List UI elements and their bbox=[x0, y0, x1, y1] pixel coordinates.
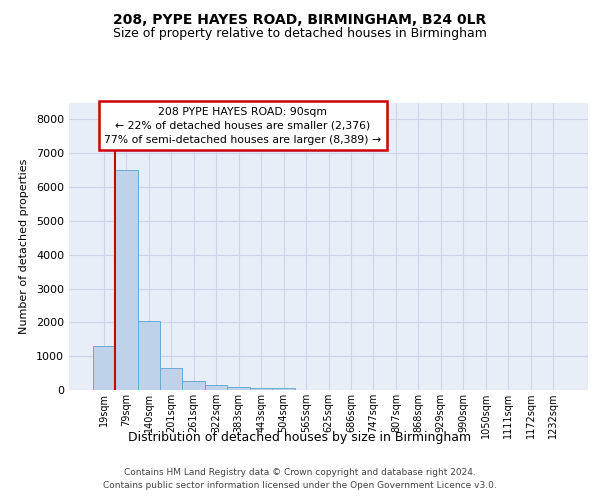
Bar bbox=[205, 386, 227, 390]
Text: Contains public sector information licensed under the Open Government Licence v3: Contains public sector information licen… bbox=[103, 482, 497, 490]
Text: Size of property relative to detached houses in Birmingham: Size of property relative to detached ho… bbox=[113, 28, 487, 40]
Bar bbox=[250, 388, 272, 390]
Text: 208 PYPE HAYES ROAD: 90sqm
← 22% of detached houses are smaller (2,376)
77% of s: 208 PYPE HAYES ROAD: 90sqm ← 22% of deta… bbox=[104, 107, 382, 145]
Bar bbox=[115, 170, 137, 390]
Bar bbox=[160, 368, 182, 390]
Text: Distribution of detached houses by size in Birmingham: Distribution of detached houses by size … bbox=[128, 431, 472, 444]
Text: 208, PYPE HAYES ROAD, BIRMINGHAM, B24 0LR: 208, PYPE HAYES ROAD, BIRMINGHAM, B24 0L… bbox=[113, 12, 487, 26]
Bar bbox=[227, 387, 250, 390]
Bar bbox=[182, 381, 205, 390]
Bar bbox=[272, 388, 295, 390]
Bar bbox=[137, 320, 160, 390]
Bar bbox=[92, 346, 115, 390]
Y-axis label: Number of detached properties: Number of detached properties bbox=[19, 158, 29, 334]
Text: Contains HM Land Registry data © Crown copyright and database right 2024.: Contains HM Land Registry data © Crown c… bbox=[124, 468, 476, 477]
